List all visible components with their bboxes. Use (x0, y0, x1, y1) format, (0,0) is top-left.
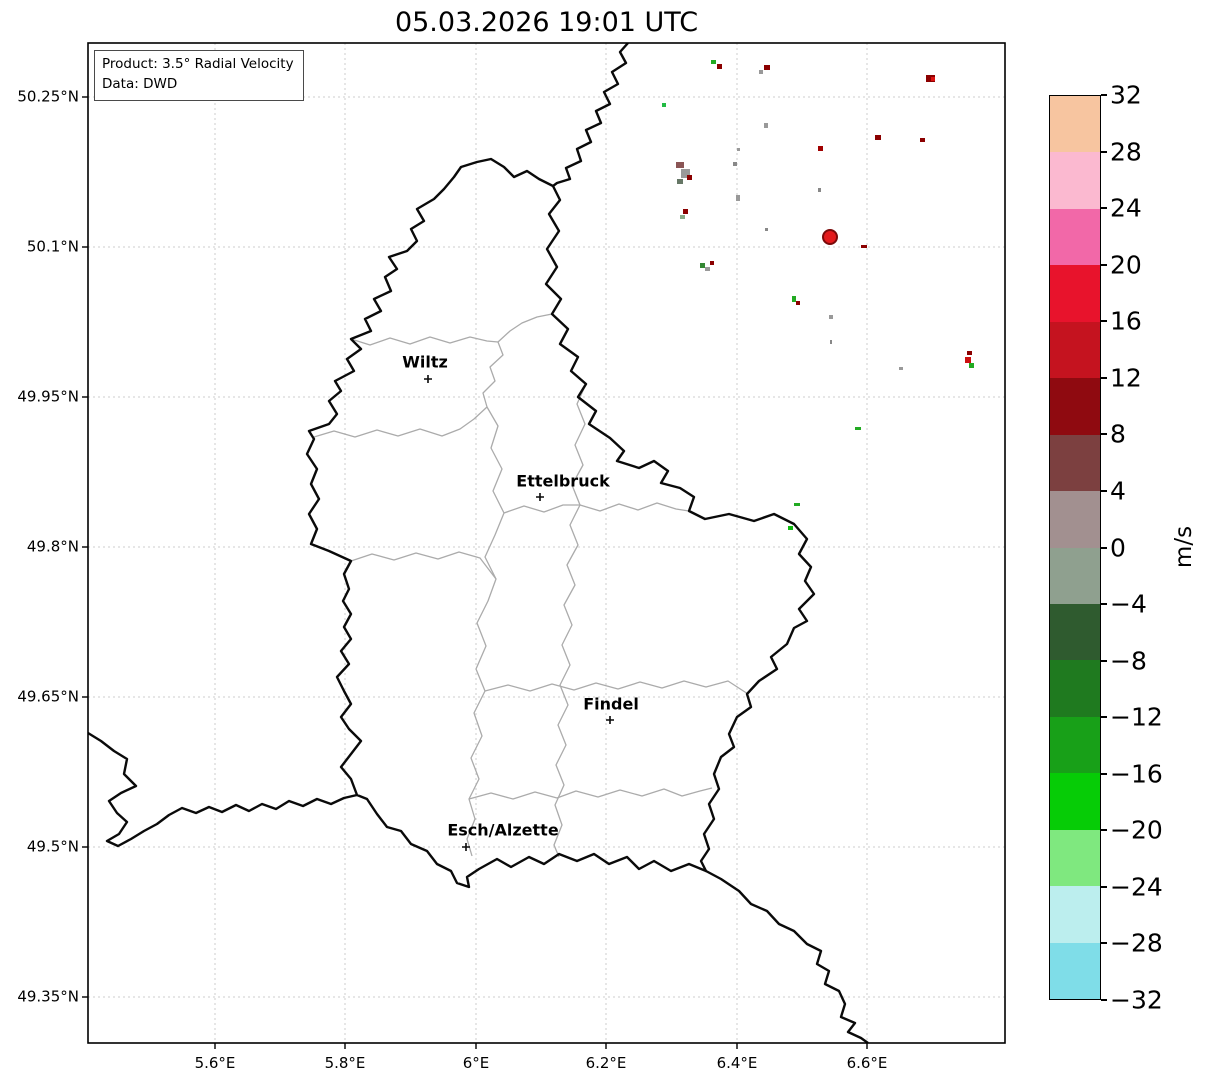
colorbar-tick (1101, 94, 1107, 96)
plot-title: 05.03.2026 19:01 UTC (394, 7, 699, 38)
colorbar-segment (1050, 716, 1100, 774)
colorbar-segment (1050, 434, 1100, 492)
colorbar-tick (1101, 999, 1107, 1001)
colorbar-tick-label: 8 (1110, 419, 1126, 449)
x-tick-label: 6.2°E (585, 1054, 627, 1072)
radar-echoes (662, 60, 974, 530)
colorbar-tick-label: 0 (1110, 533, 1126, 562)
x-tick-label: 6.4°E (716, 1054, 758, 1072)
colorbar-tick-label: −20 (1110, 815, 1163, 845)
colorbar-tick-label: 20 (1110, 250, 1142, 280)
colorbar-segment (1050, 378, 1100, 435)
y-tick-label: 49.65°N (17, 687, 79, 706)
colorbar-unit-label: m/s (1171, 525, 1198, 568)
country-borders (88, 43, 869, 1043)
colorbar-segment (1050, 491, 1100, 548)
colorbar-tick (1101, 659, 1107, 662)
y-tick-label: 49.8°N (26, 537, 79, 556)
colorbar-segment (1050, 265, 1100, 322)
colorbar-segment (1050, 660, 1100, 717)
colorbar-tick (1101, 829, 1107, 832)
grid-lines (88, 43, 1005, 1043)
product-info-box: Product: 3.5° Radial Velocity Data: DWD (94, 50, 304, 101)
colorbar-tick (1101, 885, 1107, 888)
data-source-label: Data: DWD (102, 76, 178, 93)
colorbar-tick (1101, 772, 1107, 775)
colorbar-tick-label: 28 (1110, 137, 1142, 167)
colorbar-tick (1101, 489, 1107, 492)
district-borders (313, 313, 749, 858)
radar-site-marker (822, 229, 838, 245)
colorbar-segment (1050, 886, 1100, 943)
colorbar (1049, 95, 1101, 1000)
colorbar-tick-label: −32 (1110, 985, 1163, 1015)
colorbar-tick-label: −24 (1110, 872, 1163, 902)
axis-ticks (82, 96, 868, 1049)
colorbar-segment (1050, 829, 1100, 887)
colorbar-tick-label: −12 (1110, 702, 1163, 732)
colorbar-tick (1101, 207, 1107, 210)
colorbar-segment (1050, 603, 1100, 661)
colorbar-tick-label: 24 (1110, 193, 1142, 223)
city-label: Wiltz (402, 352, 448, 372)
x-tick-label: 6.6°E (846, 1054, 888, 1072)
colorbar-tick (1101, 320, 1107, 323)
colorbar-tick-label: −16 (1110, 759, 1163, 789)
y-tick-label: 50.25°N (17, 87, 79, 106)
colorbar-tick-label: 4 (1110, 476, 1126, 506)
city-markers (424, 375, 614, 851)
y-tick-label: 49.5°N (26, 837, 79, 856)
x-tick-label: 5.6°E (194, 1054, 236, 1072)
y-tick-label: 50.1°N (26, 237, 79, 256)
colorbar-tick-label: −4 (1110, 589, 1147, 619)
y-tick-label: 49.95°N (17, 387, 79, 406)
city-label: Findel (583, 694, 639, 714)
colorbar-tick (1101, 150, 1107, 153)
city-label: Esch/Alzette (447, 820, 559, 840)
city-label: Ettelbruck (516, 471, 610, 491)
x-tick-label: 5.8°E (324, 1054, 366, 1072)
colorbar-tick (1101, 546, 1107, 549)
colorbar-tick (1101, 942, 1107, 945)
colorbar-segment (1050, 208, 1100, 266)
colorbar-tick (1101, 716, 1107, 719)
colorbar-tick-label: 32 (1110, 80, 1142, 110)
colorbar-tick (1101, 263, 1107, 266)
colorbar-tick (1101, 433, 1107, 436)
colorbar-segment (1050, 152, 1100, 209)
x-tick-label: 6°E (462, 1054, 490, 1072)
colorbar-tick-label: −28 (1110, 928, 1163, 958)
colorbar-segment (1050, 321, 1100, 379)
colorbar-tick-label: 16 (1110, 306, 1142, 336)
colorbar-segment (1050, 547, 1100, 604)
plot-frame (87, 42, 1006, 1044)
colorbar-segment (1050, 773, 1100, 830)
colorbar-tick (1101, 376, 1107, 379)
colorbar-tick-label: −8 (1110, 646, 1147, 676)
colorbar-segment (1050, 96, 1100, 153)
y-tick-label: 49.35°N (17, 987, 79, 1006)
colorbar-segment (1050, 942, 1100, 999)
product-label: Product: 3.5° Radial Velocity (102, 56, 294, 72)
colorbar-tick-label: 12 (1110, 363, 1142, 393)
colorbar-tick (1101, 603, 1107, 606)
